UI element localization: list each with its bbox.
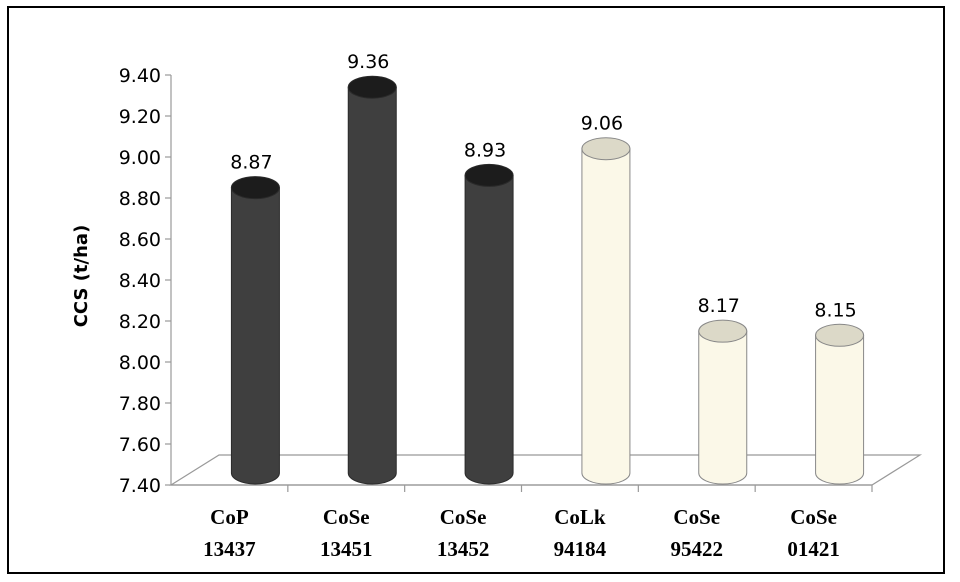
y-tick-label: 8.40 (119, 270, 161, 292)
y-tick-label: 9.00 (119, 147, 161, 169)
data-label: 9.06 (581, 113, 623, 135)
category-label: CoSe (440, 505, 487, 529)
y-tick-label: 7.40 (119, 475, 161, 497)
bar (347, 75, 397, 485)
bar-top (230, 176, 280, 200)
y-axis-title: CCS (t/ha) (71, 225, 92, 328)
category-label: 13452 (437, 537, 490, 561)
y-tick-label: 8.60 (119, 229, 161, 251)
bar (581, 137, 631, 485)
bar-top (698, 319, 748, 343)
category-label: CoSe (323, 505, 370, 529)
floor-plane (168, 454, 923, 486)
bar-body (230, 187, 280, 485)
data-label: 9.36 (347, 51, 389, 73)
x-axis-categories: CoP 13437 CoSe 13451 CoSe 13452 CoLk 94184 CoSe 9… (203, 505, 840, 561)
bar-series (230, 75, 865, 485)
bar-body (464, 174, 514, 485)
bar-body (815, 334, 865, 485)
bar-top (581, 137, 631, 161)
bar (230, 176, 280, 485)
chart-floor (168, 454, 923, 486)
y-tick-label: 7.60 (119, 434, 161, 456)
y-tick-label: 9.20 (119, 106, 161, 128)
category-label: 94184 (554, 537, 607, 561)
y-tick-label: 8.80 (119, 188, 161, 210)
bar (464, 163, 514, 485)
category-label: 95422 (671, 537, 724, 561)
bar-top (464, 163, 514, 187)
category-label: 01421 (787, 537, 840, 561)
bar-top (347, 75, 397, 99)
bar-body (698, 330, 748, 485)
bar-body (581, 148, 631, 485)
category-label: CoLk (554, 505, 606, 529)
data-label: 8.87 (230, 152, 272, 174)
data-label: 8.15 (814, 299, 856, 321)
data-labels: 8.87 9.36 8.93 9.06 8.17 8.15 (230, 51, 856, 321)
y-tick-label: 9.40 (119, 65, 161, 87)
category-label: CoSe (790, 505, 837, 529)
bar-body (347, 86, 397, 485)
y-tick-label: 8.20 (119, 311, 161, 333)
bar (698, 319, 748, 485)
bar-top (815, 323, 865, 347)
data-label: 8.17 (698, 295, 740, 317)
bar (815, 323, 865, 485)
category-label: CoSe (673, 505, 720, 529)
category-label: 13437 (203, 537, 256, 561)
y-tick-label: 8.00 (119, 352, 161, 374)
category-label: 13451 (320, 537, 373, 561)
data-label: 8.93 (464, 139, 506, 161)
y-tick-label: 7.80 (119, 393, 161, 415)
y-axis: 7.40 7.60 7.80 8.00 8.20 8.40 8.60 8.80 9.00 9.20… (119, 65, 873, 497)
category-label: CoP (210, 505, 249, 529)
